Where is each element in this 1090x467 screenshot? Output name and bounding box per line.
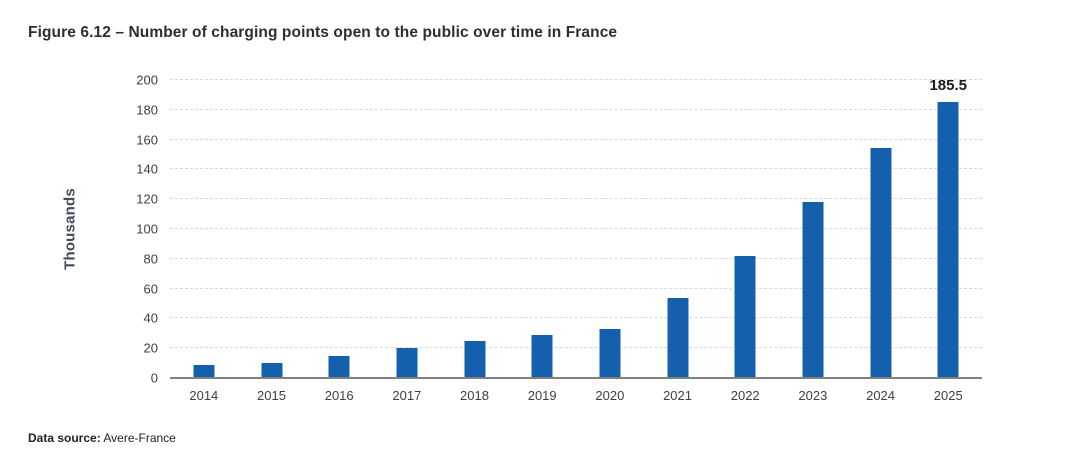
bar-slot-2024: 2024 [847,80,915,403]
x-tick-label-2020: 2020 [595,388,625,403]
bar-slot-2018: 2018 [441,80,509,403]
y-tick-label-0: 0 [150,370,158,386]
x-tick-label-2015: 2015 [257,388,286,403]
y-axis: 0 20 40 60 80 100 120 140 160 180 200 [110,74,158,385]
gridline-60 [170,287,982,289]
bar-value-label-2025: 185.5 [929,76,967,94]
y-tick-label-200: 200 [136,72,158,88]
y-tick-label-140: 140 [136,161,158,177]
bar-2024 [870,147,892,378]
bar-2023 [802,202,824,378]
bar-2015 [261,363,282,378]
bar-2021 [667,298,689,378]
bar-2014 [193,364,215,378]
bar-2019 [531,334,553,378]
x-tick-label-2023: 2023 [798,388,828,403]
bar-slot-2023: 2023 [779,80,847,403]
figure-title: Figure 6.12 – Number of charging points … [28,24,618,41]
data-source-label: Data source: [28,431,101,445]
x-tick-label-2022: 2022 [730,388,760,403]
bars-row: 2014 2015 2016 2017 2018 2019 2020 2021 2022 2023… [170,76,982,403]
plot-area: 2014 2015 2016 2017 2018 2019 2020 2021 2022 2023… [170,76,982,403]
x-tick-label-2017: 2017 [392,388,422,403]
bar-slot-2017: 2017 [373,80,441,403]
bar-slot-2021: 2021 [644,80,712,403]
gridline-200 [170,79,982,80]
gridline-160 [170,138,982,140]
data-source-value: Avere-France [100,431,176,445]
x-axis-line [170,377,982,379]
bar-slot-2015: 2015 [238,80,306,403]
gridline-80 [170,257,982,259]
x-tick-label-2019: 2019 [527,388,557,403]
gridline-20 [170,347,982,349]
bar-slot-2016: 2016 [305,80,373,403]
bar-2025 [937,101,959,378]
bar-2020 [599,328,621,378]
bar-slot-2025: 185.5 2025 [914,76,982,403]
bar-slot-2022: 2022 [711,80,779,403]
y-tick-label-160: 160 [136,132,158,148]
gridline-40 [170,317,982,319]
y-tick-label-20: 20 [143,340,158,356]
y-tick-label-40: 40 [143,310,158,326]
x-tick-label-2016: 2016 [324,388,354,403]
bar-2018 [464,340,486,378]
bar-2017 [396,348,418,378]
gridline-140 [170,168,982,170]
bar-2016 [328,356,350,378]
y-tick-label-60: 60 [143,281,158,297]
y-axis-title: Thousands [61,188,79,270]
y-tick-label-120: 120 [136,191,158,207]
gridline-120 [170,198,982,200]
bar-2022 [734,255,756,378]
y-tick-label-80: 80 [143,251,158,267]
x-tick-label-2025: 2025 [933,388,963,403]
bar-slot-2019: 2019 [508,80,576,403]
bar-slot-2020: 2020 [576,80,644,403]
gridline-180 [170,108,982,110]
y-tick-label-180: 180 [136,102,158,118]
x-tick-label-2024: 2024 [866,388,896,403]
y-tick-label-100: 100 [136,221,158,237]
gridline-100 [170,228,982,229]
x-tick-label-2018: 2018 [460,388,489,403]
x-tick-label-2014: 2014 [189,388,219,403]
bar-slot-2014: 2014 [170,80,238,403]
x-tick-label-2021: 2021 [663,388,692,403]
data-source: Data source: Avere-France [28,431,176,445]
